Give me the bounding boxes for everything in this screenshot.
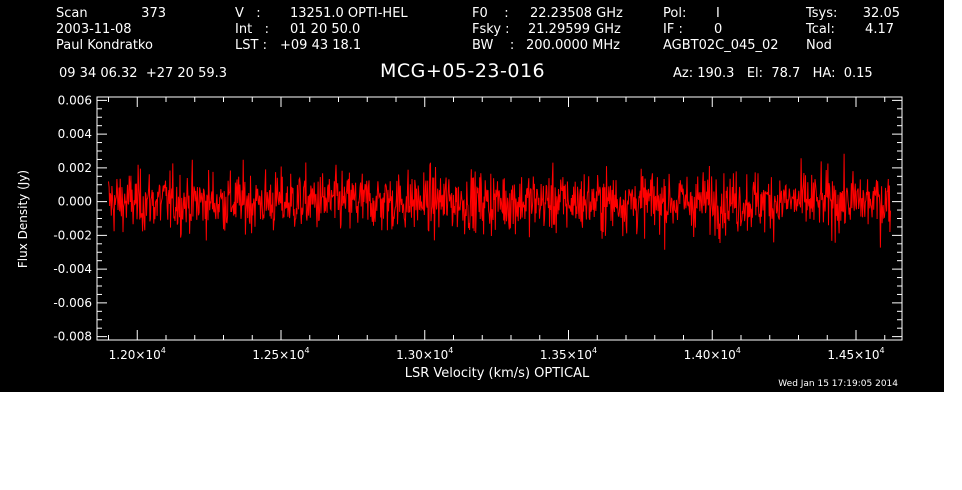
velocity-label: V :	[235, 6, 261, 21]
rest-frequency-label: F0 :	[472, 6, 509, 21]
lst-value: +09 43 18.1	[280, 38, 362, 53]
x-axis-label: LSR Velocity (km/s) OPTICAL	[405, 366, 590, 381]
sky-frequency-label: Fsky :	[472, 22, 510, 37]
observing-mode: Nod	[806, 38, 832, 53]
x-tick-label: 1.35×104	[540, 346, 597, 362]
integration-label: Int :	[235, 22, 269, 37]
velocity-value: 13251.0 OPTI-HEL	[290, 6, 408, 21]
tsys-value: 32.05	[862, 6, 900, 21]
axis-layer: 0.006 0.004 0.002 0.000 -0.002 -0.004 -0.006 -0…	[53, 93, 902, 362]
sky-frequency-value: 21.29599 GHz	[528, 22, 621, 37]
if-label: IF :	[663, 22, 683, 37]
y-tick-label: 0.002	[58, 161, 92, 175]
scan-number: 373	[141, 6, 166, 21]
tcal-value: 4.17	[865, 22, 894, 37]
y-tick-label: -0.008	[53, 330, 92, 344]
x-tick-label: 1.20×104	[109, 346, 166, 362]
integration-value: 01 20 50.0	[290, 22, 361, 37]
y-tick-label: 0.006	[58, 93, 92, 107]
y-tick-label: -0.006	[53, 296, 92, 310]
if-value: 0	[714, 22, 723, 37]
lst-label: LST :	[235, 38, 267, 53]
y-tick-label: -0.004	[53, 262, 92, 276]
project-id: AGBT02C_045_02	[663, 38, 779, 53]
flux-spectrum-line	[108, 153, 891, 250]
bandwidth-value: 200.0000 MHz	[526, 38, 620, 53]
polarization-value: I	[716, 6, 720, 21]
y-tick-label: -0.002	[53, 228, 92, 242]
rest-frequency-value: 22.23508 GHz	[530, 6, 623, 21]
spectrum-panel: Scan 373 2003-11-08 Paul Kondratko V : 1…	[0, 0, 944, 392]
source-coordinates: 09 34 06.32 +27 20 59.3	[59, 66, 228, 81]
plot-timestamp: Wed Jan 15 17:19:05 2014	[778, 379, 898, 389]
observation-date: 2003-11-08	[56, 22, 132, 37]
spectrum-chart: 0.006 0.004 0.002 0.000 -0.002 -0.004 -0.006 -0…	[16, 93, 903, 381]
y-tick-label: 0.000	[58, 195, 92, 209]
x-tick-label: 1.25×104	[252, 346, 309, 362]
series-layer	[108, 153, 891, 250]
x-tick-label: 1.40×104	[684, 346, 741, 362]
polarization-label: Pol:	[663, 6, 687, 21]
az-el-ha: Az: 190.3 El: 78.7 HA: 0.15	[673, 66, 873, 81]
tcal-label: Tcal:	[806, 22, 835, 37]
x-tick-label: 1.45×104	[827, 346, 884, 362]
bandwidth-label: BW :	[472, 38, 515, 53]
source-name: MCG+05-23-016	[380, 60, 546, 82]
scan-label: Scan	[56, 6, 88, 21]
y-axis-label: Flux Density (Jy)	[16, 170, 30, 268]
x-tick-label: 1.30×104	[396, 346, 453, 362]
tsys-label: Tsys:	[806, 6, 838, 21]
y-tick-label: 0.004	[58, 127, 92, 141]
observer-name: Paul Kondratko	[56, 38, 153, 53]
